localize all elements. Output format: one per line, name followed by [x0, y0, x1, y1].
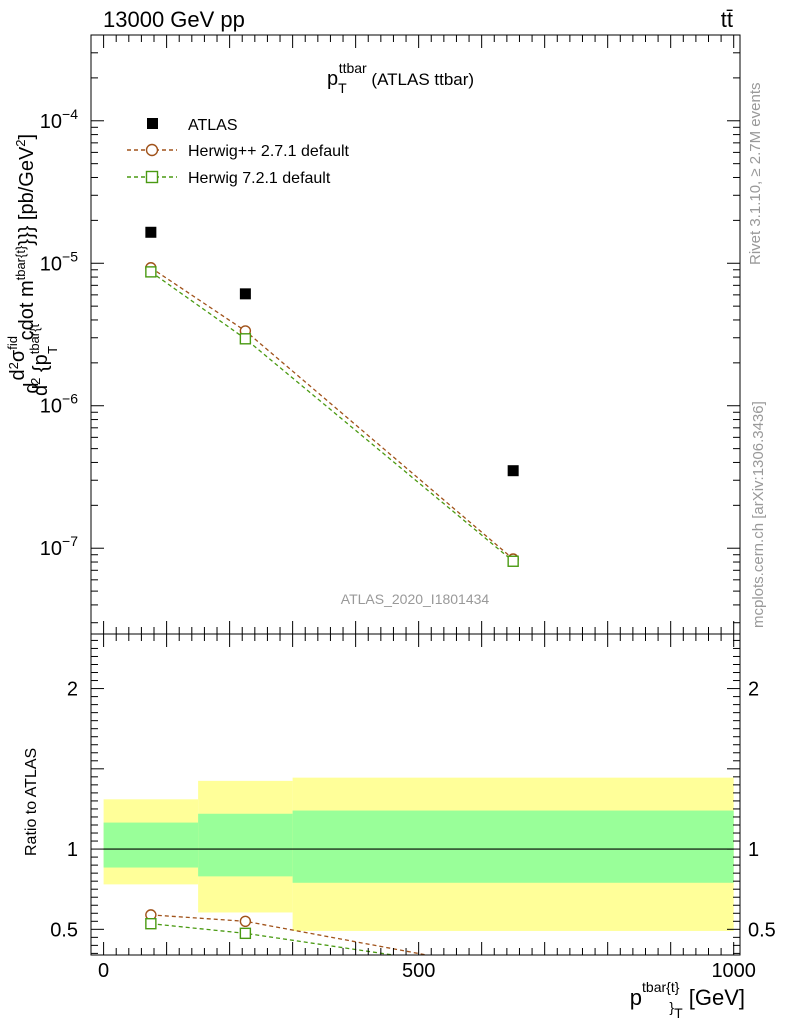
ratio-frame	[90, 633, 741, 956]
legend-marker-herwigpp	[145, 143, 159, 157]
ratio-line-2	[150, 923, 398, 955]
ratio-band-inner	[292, 810, 734, 883]
series-line-2	[150, 271, 514, 562]
x-tick-label: 1000	[711, 960, 756, 982]
ratio-y-tick-label-right: 1	[748, 839, 759, 861]
x-tick-label: 500	[402, 960, 435, 982]
y-axis-label: dd2σfidd2 {ptbar{t T cdot mtbar{t}}}} [pb…	[5, 134, 60, 396]
x-tick-label: 0	[98, 960, 109, 982]
rivet-label: Rivet 3.1.10, ≥ 2.7M events	[747, 83, 764, 266]
data-point	[145, 226, 157, 238]
ratio-y-tick-label: 1	[67, 839, 78, 861]
mc-point	[239, 333, 252, 345]
legend-label-herwig7: Herwig 7.2.1 default	[188, 170, 331, 187]
ratio-band-inner	[198, 813, 293, 877]
legend-marker-herwig7	[145, 170, 159, 184]
analysis-watermark: ATLAS_2020_I1801434	[341, 591, 490, 607]
ratio-panel: 0 500 1000 0.5 0.5 1 1 2 2 Ratio to ATLAS	[23, 633, 776, 982]
x-axis-label: ptbar{t}}T [GeV]	[630, 979, 745, 1021]
legend: ATLAS Herwig++ 2.7.1 default Herwig 7.2.…	[127, 117, 350, 187]
header-left: 13000 GeV pp	[103, 7, 245, 32]
main-panel: 10−7 10−6 10−5 10−4 pTttbar (ATLAS ttbar) A…	[5, 34, 741, 635]
y-tick-label: 10−5	[40, 248, 78, 275]
y-tick-label: 10−7	[40, 533, 78, 560]
ratio-marks	[103, 777, 734, 955]
ratio-band-inner	[103, 822, 199, 868]
ratio-y-axis-label: Ratio to ATLAS	[23, 748, 40, 856]
chart-title: pTttbar (ATLAS ttbar)	[327, 60, 474, 96]
legend-label-atlas: ATLAS	[188, 117, 238, 134]
mc-point	[145, 266, 157, 278]
ratio-ticks: 0 500 1000 0.5 0.5 1 1 2 2	[50, 634, 776, 982]
main-marks	[145, 226, 519, 567]
y-tick-label: 10−6	[40, 391, 78, 418]
data-point	[507, 465, 519, 477]
ratio-y-tick-label-right: 0.5	[748, 919, 776, 941]
ratio-point	[239, 927, 252, 940]
ratio-y-tick-label: 0.5	[50, 919, 78, 941]
main-ticks: 10−7 10−6 10−5 10−4	[40, 34, 740, 634]
data-point	[239, 288, 251, 300]
legend-marker-atlas	[147, 118, 158, 129]
mc-point	[507, 555, 519, 567]
ratio-y-tick-label-right: 2	[748, 679, 759, 701]
ratio-point	[239, 915, 252, 927]
legend-label-herwigpp: Herwig++ 2.7.1 default	[188, 143, 350, 160]
mcplots-label: mcplots.cern.ch [arXiv:1306.3436]	[750, 401, 767, 628]
ratio-point	[145, 918, 157, 930]
header-right: tt̄	[721, 7, 733, 32]
y-tick-label: 10−4	[40, 106, 78, 133]
ratio-curves	[145, 909, 431, 955]
ratio-y-tick-label: 2	[67, 679, 78, 701]
